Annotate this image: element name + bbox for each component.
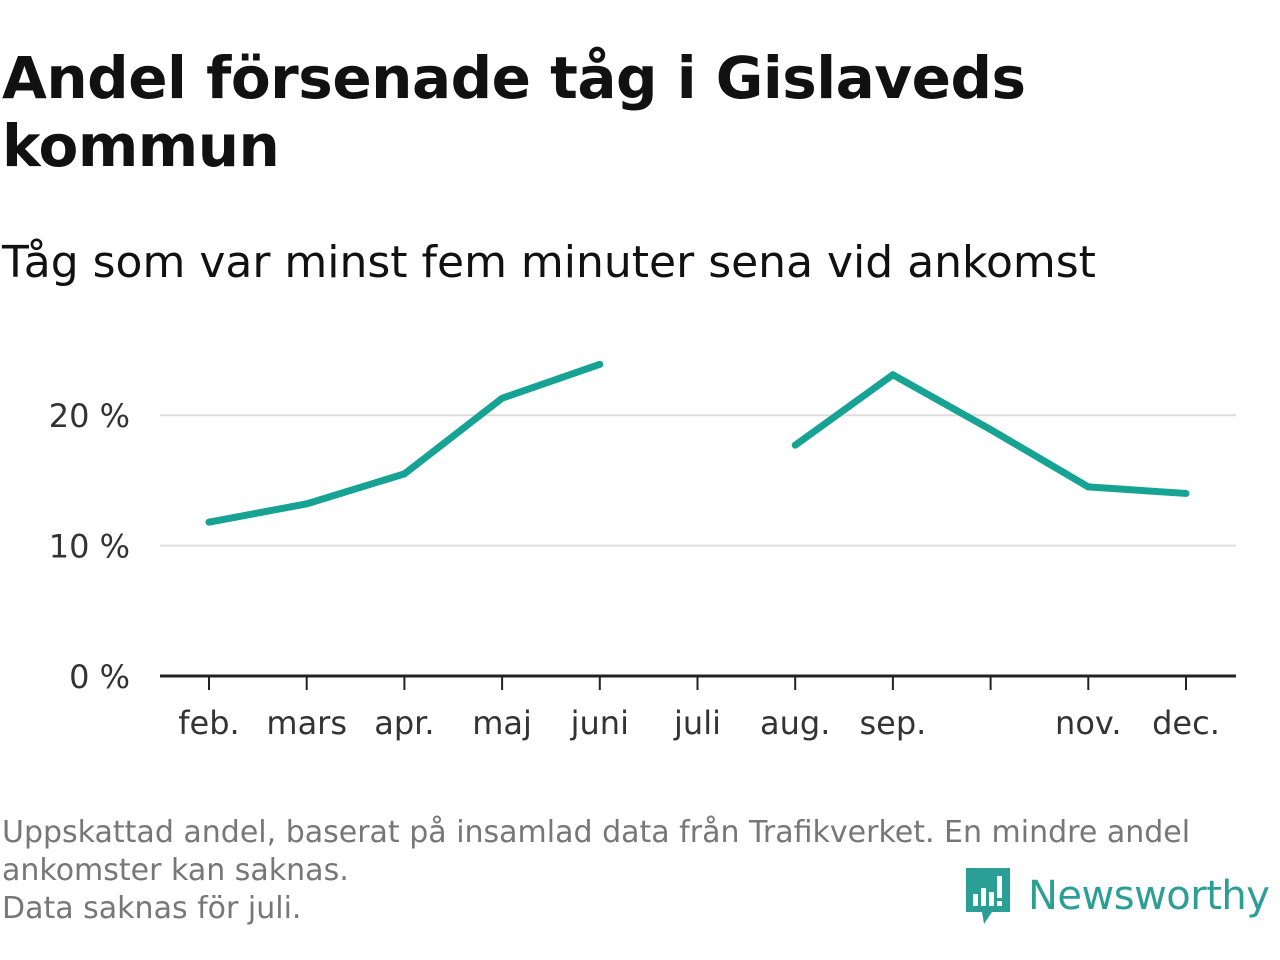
- x-tick-label: nov.: [1055, 704, 1121, 742]
- footnote: Uppskattad andel, baserat på insamlad da…: [2, 814, 1272, 928]
- footnote-line-2: ankomster kan saknas.: [2, 853, 349, 888]
- data-point: [889, 371, 897, 379]
- x-tick-label: sep.: [859, 704, 926, 742]
- data-point: [400, 470, 408, 478]
- data-point: [1084, 483, 1092, 491]
- x-tick-label: mars: [266, 704, 347, 742]
- bar-chart-speech-bubble-icon: [966, 868, 1010, 924]
- footnote-line-1: Uppskattad andel, baserat på insamlad da…: [2, 815, 1191, 850]
- y-tick-label: 10 %: [49, 528, 130, 566]
- data-point: [1182, 489, 1190, 497]
- y-tick-label: 0 %: [69, 658, 130, 696]
- data-point: [791, 441, 799, 449]
- brand-logo: Newsworthy: [962, 864, 1270, 928]
- series-line: [793, 371, 1187, 497]
- series-line: [208, 361, 601, 526]
- x-tick-label: juli: [673, 704, 721, 742]
- x-tick-label: apr.: [374, 704, 434, 742]
- data-point: [596, 360, 604, 368]
- data-point: [498, 394, 506, 402]
- chart-title: Andel försenade tåg i Gislaveds kommun: [2, 44, 1026, 180]
- data-point: [987, 426, 995, 434]
- x-tick-label: feb.: [178, 704, 239, 742]
- data-point: [303, 500, 311, 508]
- footnote-line-3: Data saknas för juli.: [2, 891, 302, 926]
- brand-name: Newsworthy: [1028, 873, 1270, 919]
- y-tick-label: 20 %: [49, 397, 130, 435]
- x-tick-label: juni: [570, 704, 629, 742]
- x-tick-label: maj: [472, 704, 532, 742]
- chart-subtitle: Tåg som var minst fem minuter sena vid a…: [2, 237, 1096, 288]
- data-point: [205, 518, 213, 526]
- x-tick-label: aug.: [760, 704, 830, 742]
- x-tick-label: dec.: [1152, 704, 1220, 742]
